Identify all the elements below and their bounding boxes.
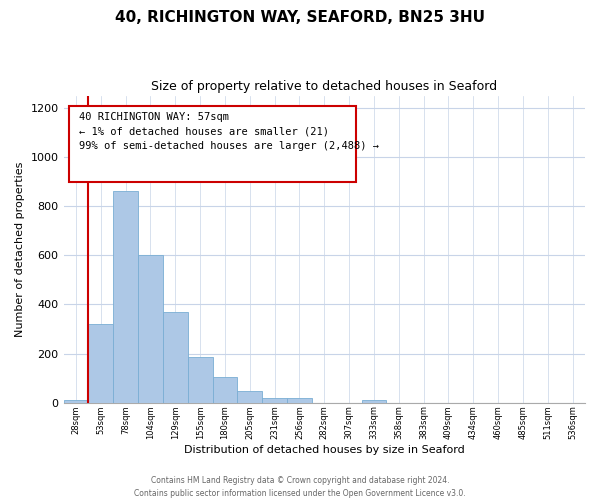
Bar xyxy=(238,391,262,402)
Bar xyxy=(362,400,386,402)
Bar xyxy=(212,377,238,402)
Text: 40 RICHINGTON WAY: 57sqm
← 1% of detached houses are smaller (21)
99% of semi-de: 40 RICHINGTON WAY: 57sqm ← 1% of detache… xyxy=(79,112,379,151)
Bar xyxy=(64,400,88,402)
Title: Size of property relative to detached houses in Seaford: Size of property relative to detached ho… xyxy=(151,80,497,93)
X-axis label: Distribution of detached houses by size in Seaford: Distribution of detached houses by size … xyxy=(184,445,464,455)
Text: 40, RICHINGTON WAY, SEAFORD, BN25 3HU: 40, RICHINGTON WAY, SEAFORD, BN25 3HU xyxy=(115,10,485,25)
Y-axis label: Number of detached properties: Number of detached properties xyxy=(15,162,25,337)
Bar xyxy=(138,256,163,402)
Text: Contains HM Land Registry data © Crown copyright and database right 2024.
Contai: Contains HM Land Registry data © Crown c… xyxy=(134,476,466,498)
Bar xyxy=(88,324,113,402)
Bar xyxy=(188,357,212,403)
Bar xyxy=(113,192,138,402)
Bar xyxy=(287,398,312,402)
FancyBboxPatch shape xyxy=(69,106,356,182)
Bar xyxy=(163,312,188,402)
Bar xyxy=(262,398,287,402)
